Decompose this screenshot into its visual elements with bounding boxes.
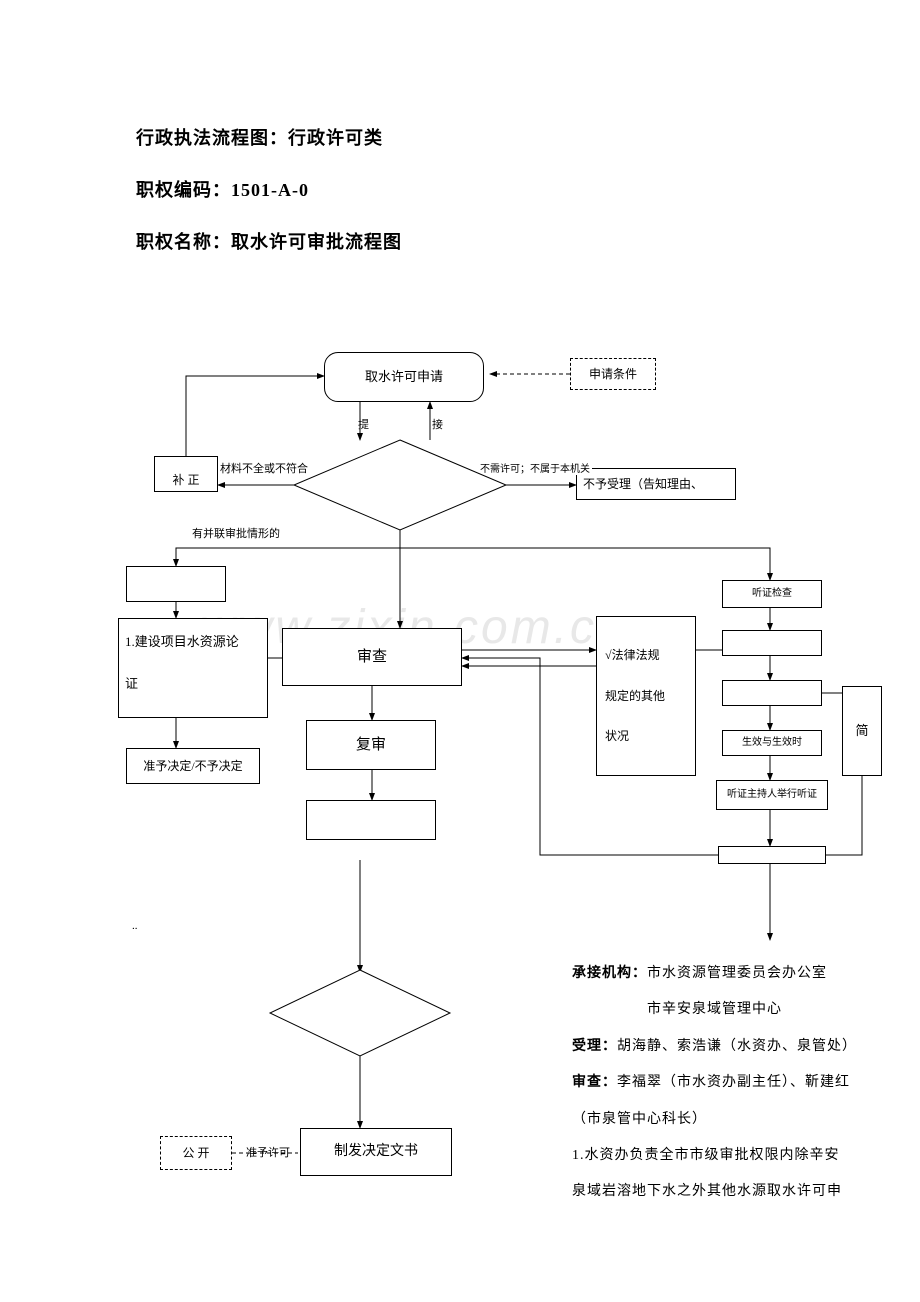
label-submit: 提 xyxy=(356,416,371,432)
node-joint-main: 1.建设项目水资源论 证 xyxy=(118,618,268,718)
node-recheck: 复审 xyxy=(306,720,436,770)
node-joint-decision: 准予决定/不予决定 xyxy=(126,748,260,784)
node-recheck-blank xyxy=(306,800,436,840)
label-noneed: 不需许可；不属于本机关 xyxy=(478,460,592,475)
node-correct: 补 正 xyxy=(154,456,218,492)
dots: .. xyxy=(132,920,138,932)
node-decision: 决定 xyxy=(270,970,450,1056)
label-permit: 准予许可 xyxy=(244,1144,292,1160)
title-line1: 行政执法流程图：行政许可类 xyxy=(136,124,383,150)
node-law-check: √法律法规 规定的其他 状况 xyxy=(596,616,696,776)
node-brief: 简 xyxy=(842,686,882,776)
title-line2: 职权编码：1501-A-0 xyxy=(136,176,309,202)
node-review: 审查 xyxy=(282,628,462,686)
node-public: 公 开 xyxy=(160,1136,232,1170)
title-line3: 职权名称：取水许可审批流程图 xyxy=(136,228,402,254)
node-apply: 取水许可申请 xyxy=(324,352,484,402)
side-text: 承接机构：市水资源管理委员会办公室 市辛安泉域管理中心受理：胡海静、索浩谦（水资… xyxy=(572,956,912,1211)
label-incomplete: 材料不全或不符合 xyxy=(218,460,310,476)
label-receive: 接 xyxy=(430,416,445,432)
node-joint-small xyxy=(126,566,226,602)
node-r4: 生效与生效时 xyxy=(722,730,822,756)
node-r5: 听证主持人举行听证 xyxy=(716,780,828,810)
node-r6 xyxy=(718,846,826,864)
node-reject: 不予受理（告知理由、 xyxy=(576,468,736,500)
node-r1: 听证检查 xyxy=(722,580,822,608)
label-joint-case: 有并联审批情形的 xyxy=(190,525,282,541)
node-r2 xyxy=(722,630,822,656)
node-issue: 制发决定文书 xyxy=(300,1128,452,1176)
node-r3 xyxy=(722,680,822,706)
node-check: 窗口受理 xyxy=(296,440,506,530)
node-condition: 申请条件 xyxy=(570,358,656,390)
